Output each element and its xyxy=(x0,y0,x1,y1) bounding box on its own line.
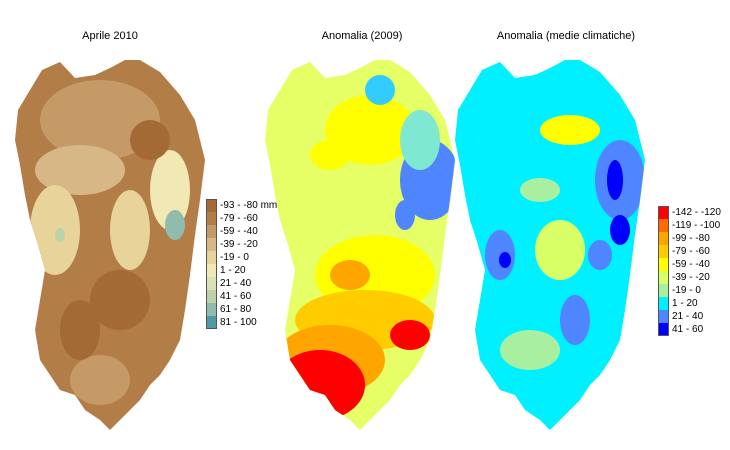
legend-swatch xyxy=(658,310,669,323)
legend-swatch xyxy=(206,238,217,251)
legend-label: -119 - -100 xyxy=(672,220,721,231)
map-region xyxy=(150,150,190,230)
map-region xyxy=(70,355,130,405)
legend-swatch xyxy=(658,323,669,336)
legend-label: 81 - 100 xyxy=(220,317,257,328)
legend-swatch xyxy=(658,271,669,284)
legend-label: 1 - 20 xyxy=(220,265,246,276)
map-region xyxy=(60,300,100,360)
map-title-anomaly-climate-means: Anomalia (medie climatiche) xyxy=(496,30,636,42)
map-region xyxy=(485,230,515,280)
legend-swatch xyxy=(658,245,669,258)
map-region xyxy=(390,320,430,350)
map-region xyxy=(535,220,585,280)
legend-swatch xyxy=(206,212,217,225)
map1-raster xyxy=(15,60,205,430)
legend-swatch xyxy=(206,290,217,303)
legend-label: -19 - 0 xyxy=(220,252,249,263)
legend-swatch xyxy=(658,206,669,219)
map-region xyxy=(55,228,65,242)
map-region xyxy=(310,140,350,170)
legend-label: -93 - -80 mm xyxy=(220,200,278,211)
legend-label: -79 - -60 xyxy=(672,246,710,257)
legend-label: 21 - 40 xyxy=(672,311,704,322)
legend-swatch xyxy=(658,258,669,271)
legend-label: -59 - -40 xyxy=(220,226,258,237)
map-region xyxy=(520,178,560,202)
legend-swatch xyxy=(206,303,217,316)
map-region xyxy=(500,330,560,370)
legend-swatch xyxy=(206,316,217,329)
map-region xyxy=(330,260,370,290)
legend-swatch xyxy=(206,199,217,212)
legend-swatch xyxy=(206,277,217,290)
map-region xyxy=(165,210,185,240)
map2-raster xyxy=(265,60,455,430)
map-region xyxy=(607,160,623,200)
map-region xyxy=(90,270,150,330)
map-region xyxy=(395,200,415,230)
map-region xyxy=(588,240,612,270)
legend-swatch xyxy=(658,232,669,245)
legend-label: -19 - 0 xyxy=(672,285,701,296)
legend-label: -99 - -80 xyxy=(672,233,710,244)
legend-label: 61 - 80 xyxy=(220,304,252,315)
map-region xyxy=(110,190,150,270)
legend-label: 41 - 60 xyxy=(672,324,704,335)
map-title-april-2010: Aprile 2010 xyxy=(82,30,138,42)
legend-swatch xyxy=(658,297,669,310)
map-region xyxy=(400,110,440,170)
legend-label: -39 - -20 xyxy=(220,239,258,250)
map-region xyxy=(499,252,511,268)
legend-label: -142 - -120 xyxy=(672,207,721,218)
map-title-anomaly-2009: Anomalia (2009) xyxy=(321,30,403,42)
legend-label: -39 - -20 xyxy=(672,272,710,283)
legend-label: 41 - 60 xyxy=(220,291,252,302)
map-region xyxy=(560,295,590,345)
legend-label: 1 - 20 xyxy=(672,298,698,309)
legend-swatch xyxy=(206,225,217,238)
legend-swatch xyxy=(206,251,217,264)
map-region xyxy=(130,120,170,160)
map-region xyxy=(610,215,630,245)
legend-label: -59 - -40 xyxy=(672,259,710,270)
legend-swatch xyxy=(206,264,217,277)
map-region xyxy=(365,75,395,105)
legend-label: 21 - 40 xyxy=(220,278,252,289)
map3-raster xyxy=(455,60,645,430)
map-region xyxy=(325,95,415,165)
legend-swatch xyxy=(658,284,669,297)
legend-label: -79 - -60 xyxy=(220,213,258,224)
legend-swatch xyxy=(658,219,669,232)
map-region xyxy=(540,115,600,145)
map-region xyxy=(35,145,125,195)
map-region xyxy=(30,185,80,275)
